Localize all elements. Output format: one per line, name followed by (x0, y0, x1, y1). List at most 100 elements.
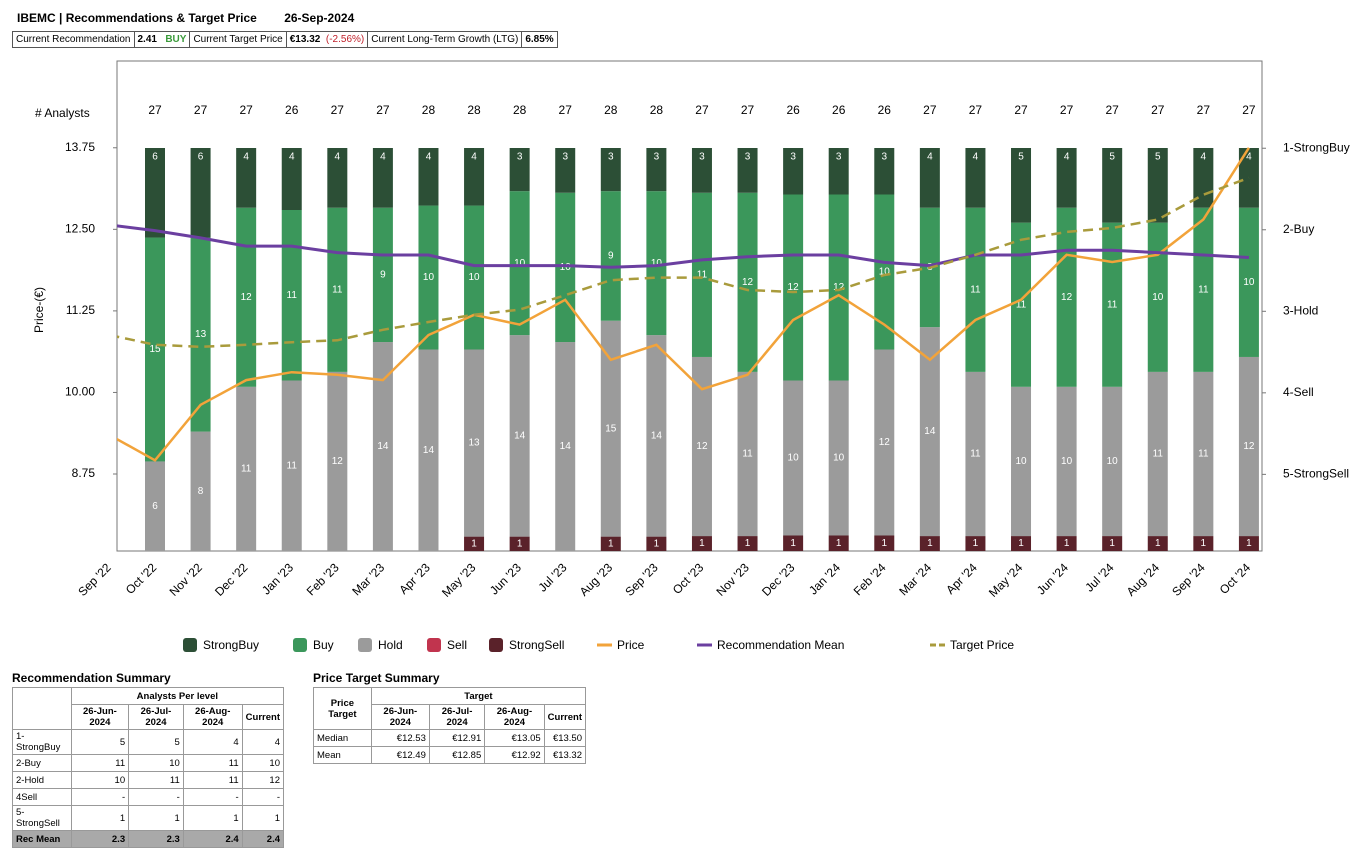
bar-segment (1011, 386, 1032, 537)
bar-label: 14 (423, 445, 435, 456)
cell: 12 (241, 771, 285, 789)
bar-segment (190, 237, 211, 432)
bar-label: 1 (836, 538, 842, 549)
cell: €13.50 (543, 729, 587, 747)
bar-label: 14 (377, 441, 389, 452)
column-header: 26-Jun-2024 (370, 704, 430, 730)
bar-label: 1 (699, 538, 705, 549)
bar-label: 1 (1064, 538, 1070, 549)
legend-marker (489, 638, 503, 652)
legend-marker (358, 638, 372, 652)
legend-label: Sell (447, 638, 467, 652)
bar-segment (646, 536, 667, 551)
x-tick-label: Jun '23 (487, 560, 524, 597)
info-label: Current Recommendation (12, 31, 135, 48)
y-tick-label: 13.75 (65, 140, 95, 154)
group-header: Target (370, 687, 587, 705)
cell: €12.92 (484, 746, 545, 764)
target-change: (-2.56%) (325, 34, 365, 45)
bar-label: 1 (654, 538, 660, 549)
bar-segment (691, 192, 712, 357)
bar-label: 1 (881, 538, 887, 549)
bar-segment (281, 210, 302, 381)
cell: 10 (241, 754, 285, 772)
x-tick-label: Nov '23 (713, 560, 752, 599)
bar-segment (236, 148, 257, 208)
line-series (117, 224, 1249, 269)
bar-segment (1193, 371, 1214, 537)
analyst-count: 26 (786, 103, 800, 117)
x-tick-label: Oct '24 (1217, 560, 1254, 597)
bar-label: 1 (1109, 538, 1115, 549)
bar-segment (1011, 536, 1032, 551)
bar-label: 4 (380, 152, 386, 163)
analyst-count: 27 (148, 103, 162, 117)
bar-label: 1 (745, 538, 751, 549)
bar-segment (1147, 536, 1168, 551)
price-target-table: Price Target Target 26-Jun-2024 26-Jul-2024… (313, 687, 587, 764)
x-tick-label: May '23 (439, 560, 479, 600)
bar-label: 14 (651, 430, 663, 441)
bar-segment (1147, 148, 1168, 223)
x-tick-label: Sep '23 (622, 560, 661, 599)
cell: €12.49 (370, 746, 430, 764)
analysts-label: # Analysts (35, 106, 90, 120)
column-header: Current (543, 704, 587, 730)
table-row: Rec Mean 2.3 2.3 2.4 2.4 (12, 830, 285, 848)
legend-label: Recommendation Mean (717, 638, 844, 652)
legend-label: Price (617, 638, 645, 652)
analyst-count: 27 (559, 103, 573, 117)
bar-segment (600, 148, 621, 192)
corner-cell (12, 687, 72, 730)
cell: - (182, 788, 243, 806)
header: IBEMC | Recommendations & Target Price 2… (17, 11, 378, 25)
table-row: Median €12.53 €12.91 €13.05 €13.50 (313, 729, 587, 747)
cell: 1 (70, 805, 130, 831)
bar-segment (1056, 148, 1077, 208)
bar-label: 10 (560, 262, 572, 273)
bar-segment (1102, 222, 1123, 387)
cell: €13.05 (484, 729, 545, 747)
bar-segment (327, 207, 348, 372)
column-header: 26-Jul-2024 (428, 704, 486, 730)
bar-label: 11 (287, 290, 298, 301)
row-label: 2-Buy (12, 754, 72, 772)
bar-label: 14 (924, 426, 936, 437)
bar-label: 11 (970, 449, 981, 460)
bar-label: 3 (790, 152, 796, 163)
bar-segment (236, 386, 257, 551)
bar-label: 8 (198, 486, 204, 497)
bar-segment (509, 191, 530, 336)
bar-segment (1102, 386, 1123, 537)
bar-label: 3 (745, 152, 751, 163)
x-tick-label: Mar '23 (349, 560, 387, 598)
bar-label: 1 (1201, 538, 1207, 549)
bar-segment (509, 536, 530, 551)
cell: 10 (70, 771, 130, 789)
cell: 1 (128, 805, 184, 831)
bar-segment (372, 342, 393, 551)
bar-segment (1102, 536, 1123, 551)
cell: €12.53 (370, 729, 430, 747)
bar-segment (828, 380, 849, 536)
analyst-count: 27 (1242, 103, 1256, 117)
table-row: 2-Buy 11 10 11 10 (12, 754, 285, 772)
analyst-count: 27 (331, 103, 345, 117)
recommendation: 2.41 (137, 34, 157, 45)
bar-label: 4 (1064, 152, 1070, 163)
header-row: 26-Jun-2024 26-Jul-2024 26-Aug-2024 Current (314, 704, 587, 730)
table-row: 1-StrongBuy 5 5 4 4 (12, 729, 285, 755)
y-tick-label: 10.00 (65, 385, 95, 399)
bar-label: 1 (790, 538, 796, 549)
x-tick-label: Jan '23 (259, 560, 296, 597)
bar-label: 4 (426, 152, 432, 163)
x-tick-label: Sep '24 (1169, 560, 1208, 599)
bar-segment (646, 335, 667, 537)
page: Recommendations & Target Price {"header"… (12, 11, 1350, 848)
y-tick-label: 12.50 (65, 222, 95, 236)
table-row: 5-StrongSell 1 1 1 1 (12, 805, 285, 831)
x-tick-label: Jul '23 (535, 560, 569, 594)
bar-segment (646, 191, 667, 336)
x-tick-label: Jul '24 (1082, 560, 1116, 594)
info-value: €13.32 (-2.56%) (285, 31, 369, 48)
